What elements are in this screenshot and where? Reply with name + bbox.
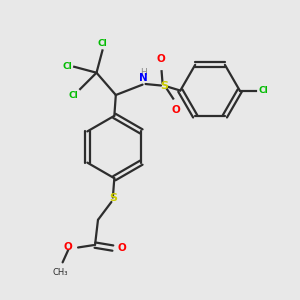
Text: O: O — [172, 105, 180, 115]
Text: Cl: Cl — [98, 39, 107, 48]
Text: S: S — [160, 81, 168, 91]
Text: S: S — [109, 193, 117, 202]
Text: CH₃: CH₃ — [52, 268, 68, 277]
Text: N: N — [139, 73, 148, 83]
Text: O: O — [63, 242, 72, 253]
Text: Cl: Cl — [69, 91, 79, 100]
Text: Cl: Cl — [258, 86, 268, 95]
Text: Cl: Cl — [62, 62, 72, 71]
Text: O: O — [117, 243, 126, 253]
Text: H: H — [140, 68, 146, 77]
Text: O: O — [157, 54, 165, 64]
